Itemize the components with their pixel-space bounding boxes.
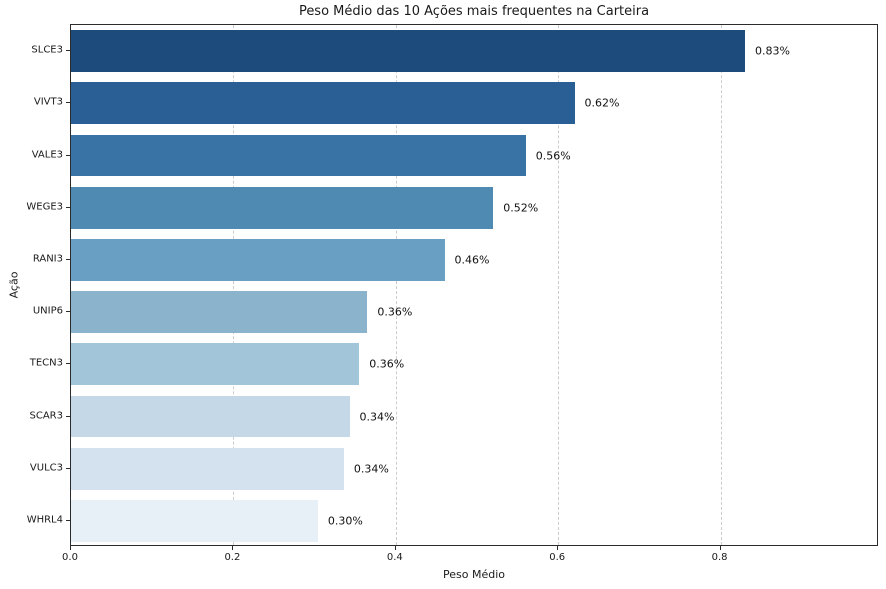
bar-whrl4 <box>71 500 318 542</box>
y-tick-mark <box>66 519 70 521</box>
y-tick-mark <box>66 415 70 417</box>
x-tick-mark <box>70 546 71 550</box>
y-tick-label-wege3: WEGE3 <box>26 201 63 213</box>
bar-tecn3 <box>71 343 360 386</box>
bar-vale3 <box>71 134 526 177</box>
y-tick-mark <box>66 50 70 52</box>
bar-vulc3 <box>71 447 344 490</box>
y-tick-mark <box>66 206 70 208</box>
gridline <box>395 25 397 545</box>
y-tick-mark <box>66 154 70 156</box>
x-tick-mark <box>557 546 559 550</box>
y-tick-label-tecn3: TECN3 <box>29 357 63 369</box>
y-tick-mark <box>66 102 70 104</box>
x-tick-label: 0.2 <box>224 552 241 563</box>
x-tick-mark <box>232 546 234 550</box>
y-axis-label: Ação <box>7 271 21 299</box>
bar-vivt3 <box>71 82 575 125</box>
y-tick-mark <box>66 311 70 313</box>
y-tick-mark <box>66 258 70 260</box>
y-tick-label-vulc3: VULC3 <box>29 462 63 474</box>
x-tick-label: 0.4 <box>386 552 403 563</box>
bar-wege3 <box>71 186 494 229</box>
bar-value-label: 0.34% <box>353 462 389 476</box>
y-tick-label-rani3: RANI3 <box>32 253 63 265</box>
y-tick-label-scar3: SCAR3 <box>29 410 63 421</box>
bar-unip6 <box>71 291 368 333</box>
x-tick-label: 0.8 <box>711 552 728 563</box>
x-tick-label: 0.6 <box>549 552 566 563</box>
gridline <box>233 25 235 545</box>
bar-value-label: 0.83% <box>755 44 790 58</box>
bar-value-label: 0.36% <box>369 357 405 371</box>
bar-value-label: 0.52% <box>503 201 539 215</box>
plot-area: 0.83% 0.62% 0.56% 0.52% 0.46% 0.36% 0.36% 0.34%… <box>70 24 878 546</box>
gridline <box>558 25 560 545</box>
x-tick-mark <box>719 546 721 550</box>
bar-scar3 <box>71 395 350 438</box>
y-tick-label-slce3: SLCE3 <box>31 44 63 56</box>
y-tick-mark <box>66 363 70 365</box>
bar-value-label: 0.62% <box>584 96 620 110</box>
bar-value-label: 0.34% <box>359 410 395 423</box>
y-tick-label-whrl4: WHRL4 <box>26 514 63 526</box>
bar-slce3 <box>71 30 745 72</box>
y-tick-label-unip6: UNIP6 <box>32 305 63 317</box>
y-tick-mark <box>66 467 70 469</box>
x-tick-mark <box>394 546 396 550</box>
y-tick-label-vivt3: VIVT3 <box>33 96 63 108</box>
gridline <box>720 25 722 545</box>
x-tick-label: 0.0 <box>62 552 78 563</box>
bar-value-label: 0.30% <box>327 514 363 528</box>
chart-title: Peso Médio das 10 Ações mais frequentes … <box>298 4 650 19</box>
bar-value-label: 0.56% <box>535 149 571 162</box>
x-axis-label: Peso Médio <box>443 568 505 581</box>
bar-value-label: 0.46% <box>454 253 490 267</box>
bar-rani3 <box>71 239 445 281</box>
bar-value-label: 0.36% <box>377 305 413 319</box>
y-tick-label-vale3: VALE3 <box>31 149 63 160</box>
